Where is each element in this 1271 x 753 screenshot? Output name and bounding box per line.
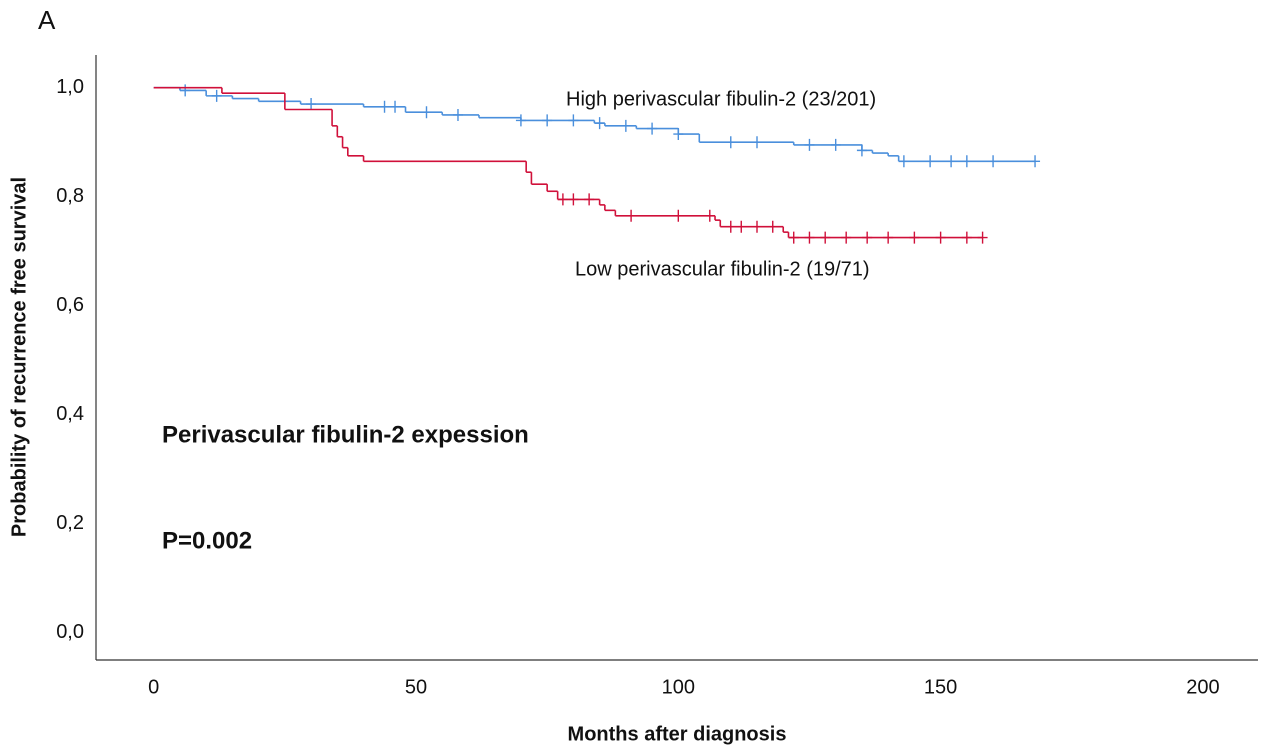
censor-mark	[673, 209, 684, 222]
censor-mark	[379, 100, 390, 113]
x-tick-label: 200	[1186, 676, 1219, 698]
censor-mark	[804, 231, 815, 244]
series-label: Low perivascular fibulin-2 (19/71)	[575, 258, 870, 280]
censor-mark	[704, 209, 715, 222]
censor-mark	[988, 155, 999, 168]
censor-mark	[935, 231, 946, 244]
censor-mark	[584, 193, 595, 206]
censor-mark	[788, 231, 799, 244]
censor-mark	[725, 136, 736, 149]
y-axis-label: Probability of recurrence free survival	[8, 177, 30, 537]
censor-mark	[306, 98, 317, 111]
censor-mark	[568, 193, 579, 206]
censor-mark	[898, 155, 909, 168]
censor-mark	[841, 231, 852, 244]
censor-mark	[452, 108, 463, 121]
censor-mark	[594, 117, 605, 130]
y-tick-label: 0,6	[56, 294, 84, 316]
censor-mark	[961, 231, 972, 244]
censor-mark	[736, 220, 747, 233]
censor-mark	[626, 209, 637, 222]
censor-mark	[515, 114, 526, 127]
censor-mark	[180, 84, 191, 97]
censor-mark	[568, 114, 579, 127]
y-tick-label: 0,0	[56, 621, 84, 643]
censor-mark	[830, 138, 841, 151]
censor-mark	[752, 136, 763, 149]
y-tick-label: 1,0	[56, 76, 84, 98]
censor-mark	[725, 220, 736, 233]
y-tick-label: 0,2	[56, 512, 84, 534]
censor-mark	[211, 89, 222, 102]
censor-mark	[946, 155, 957, 168]
censor-mark	[542, 114, 553, 127]
x-tick-label: 150	[924, 676, 957, 698]
censor-mark	[390, 100, 401, 113]
censor-mark	[620, 119, 631, 132]
censor-mark	[977, 231, 988, 244]
censor-mark	[767, 220, 778, 233]
y-tick-label: 0,4	[56, 403, 84, 425]
censor-mark	[925, 155, 936, 168]
censor-mark	[883, 231, 894, 244]
censor-mark	[961, 155, 972, 168]
censor-mark	[1030, 155, 1041, 168]
censor-mark	[804, 138, 815, 151]
x-axis-label: Months after diagnosis	[568, 723, 787, 745]
p-value: P=0.002	[162, 527, 252, 554]
y-tick-label: 0,8	[56, 185, 84, 207]
censor-mark	[752, 220, 763, 233]
censor-mark	[421, 106, 432, 119]
censor-mark	[862, 231, 873, 244]
chart-title: Perivascular fibulin-2 expession	[162, 421, 529, 448]
series-label: High perivascular fibulin-2 (23/201)	[566, 88, 876, 110]
x-tick-label: 0	[148, 676, 159, 698]
x-tick-label: 100	[662, 676, 695, 698]
censor-mark	[856, 144, 867, 157]
censor-mark	[909, 231, 920, 244]
censor-mark	[820, 231, 831, 244]
censor-mark	[647, 122, 658, 135]
panel-label: A	[38, 5, 56, 35]
censor-mark	[673, 128, 684, 141]
censor-mark	[557, 193, 568, 206]
x-tick-label: 50	[405, 676, 427, 698]
